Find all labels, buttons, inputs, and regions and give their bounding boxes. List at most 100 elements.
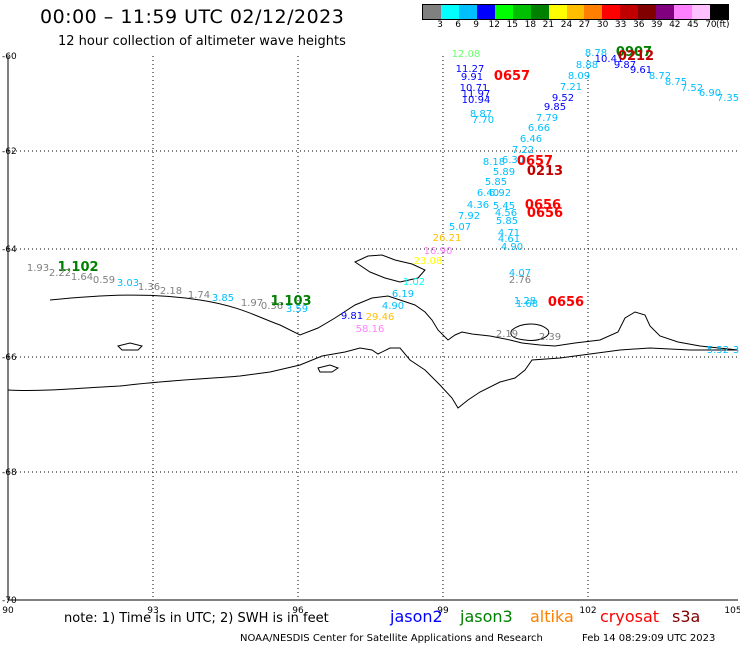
wave-height-label: 4.61 xyxy=(498,234,520,245)
color-swatch xyxy=(548,5,567,19)
wave-height-label: 9.52 xyxy=(552,93,574,104)
color-scale-label: 36 xyxy=(632,20,645,30)
wave-height-label: 29.46 xyxy=(366,312,395,323)
color-scale-label: 3 xyxy=(437,20,443,30)
wave-height-label: 6.19 xyxy=(392,289,414,300)
x-tick-label: 99 xyxy=(437,606,449,616)
wave-height-label: 10.71 xyxy=(460,83,489,94)
wave-height-label: 7.35 xyxy=(717,93,739,104)
wave-height-label: 8.75 xyxy=(665,77,687,88)
wave-height-label: 58.16 xyxy=(356,324,385,335)
color-scale-label: 12 xyxy=(488,20,500,30)
color-scale-label: 70 xyxy=(705,20,717,30)
wave-height-label: 6.66 xyxy=(528,123,550,134)
wave-height-label: 5.07 xyxy=(449,222,471,233)
color-swatch xyxy=(692,5,710,19)
note-text: note: 1) Time is in UTC; 2) SWH is in fe… xyxy=(64,611,329,626)
wave-height-label: 9.91 xyxy=(461,72,483,83)
y-tick-label: -60 xyxy=(2,52,17,62)
color-swatch xyxy=(566,5,585,19)
wave-height-label: 10.94 xyxy=(462,95,491,106)
wave-height-label: 8.88 xyxy=(576,60,598,71)
wave-height-label: 10.41 xyxy=(595,54,624,65)
wave-height-label: 4.90 xyxy=(382,301,404,312)
color-swatch xyxy=(638,5,657,19)
wave-height-label: 1.74 xyxy=(188,290,210,301)
wave-height-label: 4.90 xyxy=(501,242,523,253)
wave-height-label: 16.90 xyxy=(424,246,453,257)
y-tick-label: -70 xyxy=(2,596,17,606)
wave-height-label: 5.85 xyxy=(496,216,518,227)
wave-height-label: 4.71 xyxy=(498,228,520,239)
color-swatch xyxy=(440,5,459,19)
wave-height-label: 1.68 xyxy=(516,299,538,310)
mission-jason3: jason3 xyxy=(460,607,513,626)
pass-time-label: 1.102 xyxy=(57,260,98,275)
mission-cryosat: cryosat xyxy=(600,607,660,626)
wave-height-label: 2.18 xyxy=(160,286,182,297)
wave-height-label: 4.07 xyxy=(509,268,531,279)
wave-height-label: 7.79 xyxy=(536,113,558,124)
color-scale-unit: (ft) xyxy=(716,20,730,30)
wave-height-label: 8.78 xyxy=(585,48,607,59)
map-frame xyxy=(7,56,738,601)
wave-height-label: 7.52 xyxy=(681,83,703,94)
color-swatch xyxy=(530,5,549,19)
credit-text: NOAA/NESDIS Center for Satellite Applica… xyxy=(240,633,543,644)
color-scale-label: 6 xyxy=(455,20,461,30)
map-title: 00:00 – 11:59 UTC 02/12/2023 xyxy=(40,6,345,28)
wave-height-label: 7.70 xyxy=(472,115,494,126)
x-tick-label: 102 xyxy=(579,606,596,616)
color-swatch xyxy=(620,5,639,19)
color-scale-label: 21 xyxy=(542,20,555,30)
mission-s3a: s3a xyxy=(672,607,701,626)
grid-lines xyxy=(8,56,738,600)
wave-height-label: 8.18 xyxy=(483,157,505,168)
wave-height-label: 23.08 xyxy=(414,256,443,267)
wave-height-label: 6.30 xyxy=(502,155,524,166)
wave-height-label: 1.28 xyxy=(514,296,536,307)
wave-height-label: 2.22 xyxy=(49,268,71,279)
color-swatch xyxy=(674,5,693,19)
wave-height-label: 6.92 xyxy=(489,188,511,199)
axis-tick-labels: 90 93 96 99 102 105 -60 -62 -64 -66 -68 -70 xyxy=(2,52,740,616)
pass-time-label: 0657 xyxy=(517,154,553,169)
wave-height-label: 3 xyxy=(733,345,739,356)
color-scale-bar xyxy=(422,4,729,20)
color-swatch xyxy=(656,5,675,19)
x-tick-label: 105 xyxy=(724,606,740,616)
x-tick-label: 93 xyxy=(147,606,158,616)
wave-height-label: 11.97 xyxy=(462,89,491,100)
mission-jason2: jason2 xyxy=(390,607,443,626)
pass-time-label: 1.103 xyxy=(270,294,311,309)
y-tick-label: -66 xyxy=(2,353,17,363)
color-swatch xyxy=(512,5,531,19)
color-scale-label: 30 xyxy=(596,20,609,30)
color-scale-label: 39 xyxy=(651,20,663,30)
x-tick-label: 90 xyxy=(2,606,14,616)
wave-height-label: 5.52 xyxy=(707,345,729,356)
wave-height-label: 3.03 xyxy=(117,278,139,289)
wave-height-label: 1.02 xyxy=(403,277,425,288)
y-tick-label: -62 xyxy=(2,147,17,157)
coastline xyxy=(7,254,739,409)
mission-altika: altika xyxy=(530,607,574,626)
wave-height-label: 6.46 xyxy=(520,134,542,145)
color-swatch xyxy=(423,5,441,19)
pass-time-label: 0656 xyxy=(525,198,561,213)
wave-height-label: 1.36 xyxy=(138,282,160,293)
y-tick-label: -64 xyxy=(2,245,17,255)
wave-height-label: 8.09 xyxy=(568,71,590,82)
color-swatch xyxy=(584,5,603,19)
color-swatch xyxy=(602,5,621,19)
wave-height-label: 4.56 xyxy=(495,208,517,219)
wave-height-label: 0.59 xyxy=(93,275,115,286)
color-swatch xyxy=(494,5,513,19)
wave-height-label: 2.19 xyxy=(496,329,518,340)
color-scale-label: 9 xyxy=(473,20,480,30)
wave-height-label: 4.36 xyxy=(467,200,489,211)
wave-height-label: 5.85 xyxy=(485,177,507,188)
color-swatch xyxy=(476,5,495,19)
color-scale-labels: 3 6 9 12 15 18 21 24 27 30 33 36 39 42 45 70 xyxy=(422,20,729,34)
